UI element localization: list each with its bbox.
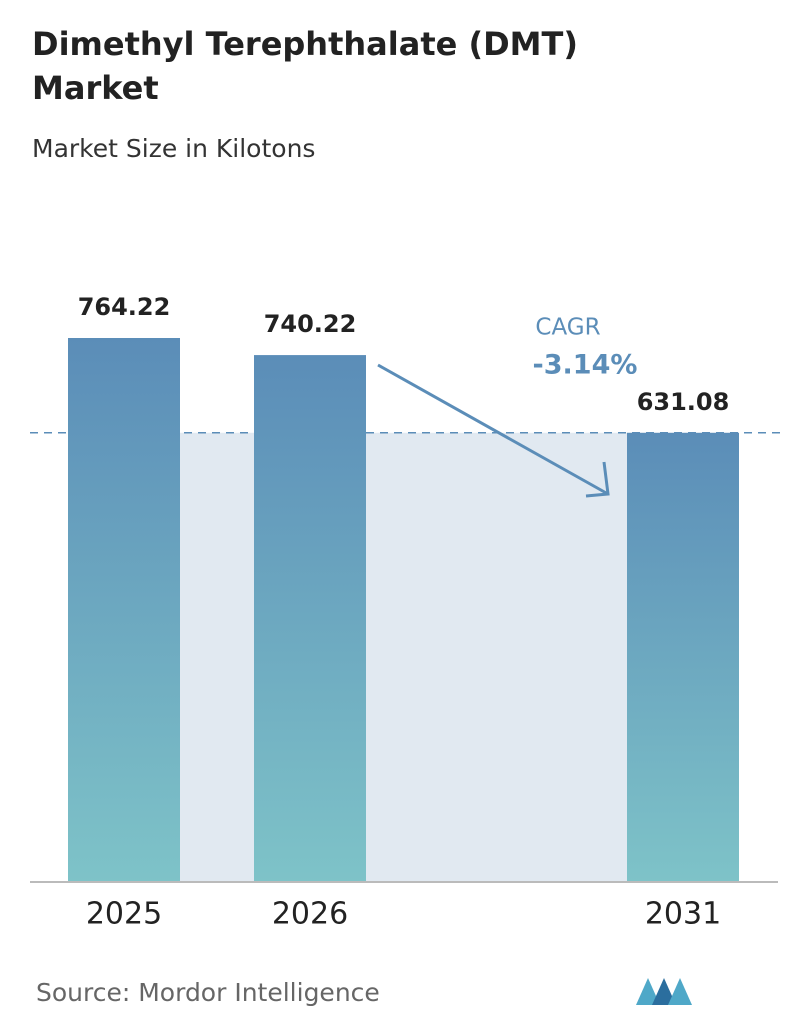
value-label: 631.08 [637,388,730,416]
bar [68,338,180,882]
x-tick-label: 2025 [86,897,162,932]
x-tick-label: 2026 [272,897,348,932]
bar [627,432,739,882]
logo [636,978,692,1005]
x-tick-label: 2031 [645,897,721,932]
chart-subtitle: Market Size in Kilotons [32,134,316,163]
shade [180,432,627,882]
cagr-label: CAGR [535,315,600,341]
bar [254,355,366,882]
cagr-arrowhead [585,461,610,498]
value-label: 764.22 [78,293,171,321]
value-label: 740.22 [264,310,357,338]
source: Source: Mordor Intelligence [36,978,380,1007]
chart-title: Dimethyl Terephthalate (DMT) Market [32,25,578,107]
cagr-value: -3.14% [533,350,638,381]
cagr-arrow [377,363,609,496]
